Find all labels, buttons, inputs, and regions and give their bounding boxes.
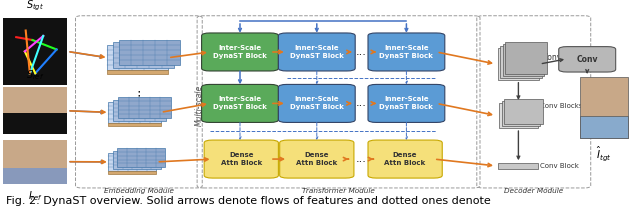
FancyBboxPatch shape [368,140,442,178]
Bar [502,101,540,126]
Bar [3,18,67,85]
Bar [119,40,179,65]
Bar [506,42,547,74]
Bar [108,171,156,174]
Bar [118,97,171,118]
Text: Inner-Scale
DynaST Block: Inner-Scale DynaST Block [380,45,433,59]
Bar [3,87,67,113]
FancyBboxPatch shape [278,84,355,122]
Text: Multi-scale: Multi-scale [195,84,204,126]
Bar [107,45,168,70]
Text: Inner-Scale
DynaST Block: Inner-Scale DynaST Block [290,96,344,110]
Text: Dense
Attn Block: Dense Attn Block [385,152,426,166]
FancyBboxPatch shape [280,140,354,178]
Bar [3,140,67,184]
Bar [113,42,174,68]
Bar [498,48,540,80]
Text: Fig. 2. DynaST overview. Solid arrows denote flows of features and dotted ones d: Fig. 2. DynaST overview. Solid arrows de… [6,196,491,206]
Bar [113,151,161,169]
Text: Inter-Scale
DynaST Block: Inter-Scale DynaST Block [213,96,267,110]
Text: $\vdots$: $\vdots$ [132,89,141,102]
Text: Conv: Conv [543,53,562,62]
Text: $\hat{I}_{tgt}$: $\hat{I}_{tgt}$ [596,144,612,163]
Bar [108,123,161,126]
FancyBboxPatch shape [368,33,445,71]
Text: Decoder Module: Decoder Module [504,188,563,194]
FancyBboxPatch shape [202,84,278,122]
FancyBboxPatch shape [204,140,278,178]
Bar [504,99,543,124]
Bar [499,103,538,128]
Text: ...: ... [356,98,367,108]
Bar [500,46,541,78]
Text: ...: ... [356,47,367,57]
Text: Inner-Scale
DynaST Block: Inner-Scale DynaST Block [290,45,344,59]
Bar [3,87,67,134]
FancyBboxPatch shape [368,84,445,122]
Text: Inner-Scale
DynaST Block: Inner-Scale DynaST Block [380,96,433,110]
FancyBboxPatch shape [278,33,355,71]
Text: Embedding Module: Embedding Module [104,188,174,194]
Text: ...: ... [356,154,366,164]
Text: Inter-Scale
DynaST Block: Inter-Scale DynaST Block [213,45,267,59]
Bar [503,44,544,76]
Bar [3,168,67,184]
Text: $I_{ref}$: $I_{ref}$ [28,189,43,203]
Text: Dense
Attn Block: Dense Attn Block [221,152,262,166]
Text: Conv Blocks: Conv Blocks [540,103,582,109]
Bar [580,77,628,138]
Text: $S_{tgt}$: $S_{tgt}$ [26,0,44,13]
Text: Conv Block: Conv Block [540,163,579,169]
Bar [107,70,168,74]
FancyBboxPatch shape [202,33,278,71]
Bar [113,100,166,121]
Text: Transformer Module: Transformer Module [302,188,375,194]
Text: $S_{ref}$: $S_{ref}$ [26,68,44,82]
Bar [118,148,165,167]
Text: Conv: Conv [577,55,598,64]
Bar [108,153,156,171]
Bar [498,163,538,169]
Bar [580,116,628,138]
Text: Dense
Attn Block: Dense Attn Block [296,152,337,166]
Bar [108,102,161,123]
FancyBboxPatch shape [559,47,616,72]
